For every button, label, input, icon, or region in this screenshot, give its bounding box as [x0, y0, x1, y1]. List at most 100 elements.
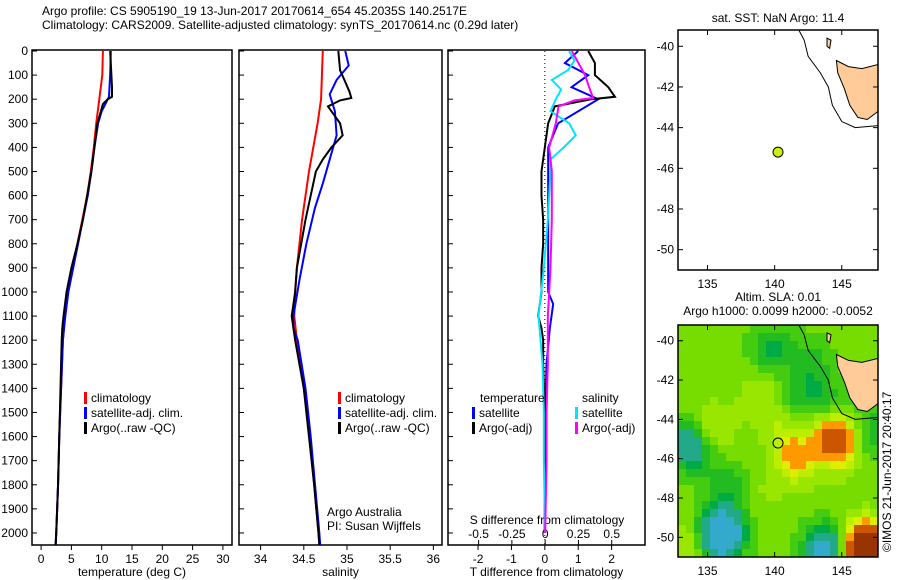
- sla-cell: [678, 429, 686, 437]
- sla-cell: [838, 461, 846, 469]
- sla-cell: [758, 357, 766, 365]
- difference-xlabel: T difference from climatology: [470, 565, 624, 579]
- sla-cell: [750, 341, 758, 349]
- pi-label: PI: Susan Wijffels: [327, 519, 421, 533]
- sla-cell: [782, 421, 790, 429]
- sla-cell: [726, 437, 734, 445]
- sla-cell: [774, 341, 782, 349]
- sla-cell: [686, 397, 694, 405]
- sla-cell: [822, 421, 830, 429]
- sla-cell: [742, 445, 750, 453]
- sla-cell: [702, 421, 710, 429]
- sla-cell: [846, 341, 854, 349]
- sla-cell: [798, 325, 806, 333]
- sla-cell: [718, 365, 726, 373]
- sla-cell: [774, 381, 782, 389]
- salinity-series-climatology: [293, 50, 324, 546]
- sla-cell: [726, 333, 734, 341]
- sla-cell: [798, 381, 806, 389]
- sla-cell: [734, 525, 742, 533]
- sla-cell: [862, 469, 870, 477]
- sla-cell: [742, 541, 750, 549]
- x2-tick-label: -0.5: [468, 527, 489, 541]
- sla-cell: [758, 437, 766, 445]
- sla-cell: [686, 357, 694, 365]
- sla-cell: [702, 501, 710, 509]
- sla-cell: [790, 445, 798, 453]
- sla-cell: [806, 461, 814, 469]
- sla-cell: [846, 501, 854, 509]
- x-tick-label: 35: [340, 552, 354, 566]
- x-tick-label: 20: [156, 552, 170, 566]
- diff-legend-sal-label: satellite: [582, 406, 623, 420]
- sla-cell: [838, 429, 846, 437]
- sla-cell: [830, 413, 838, 421]
- sla-cell: [838, 437, 846, 445]
- y-tick-label: 1100: [2, 309, 28, 323]
- sla-cell: [718, 509, 726, 517]
- sla-cell: [750, 549, 758, 557]
- sla-cell: [758, 333, 766, 341]
- sla-cell: [726, 325, 734, 333]
- sla-cell: [830, 485, 838, 493]
- sla-cell: [766, 533, 774, 541]
- sla-cell: [694, 429, 702, 437]
- sla-cell: [822, 493, 830, 501]
- sla-cell: [702, 437, 710, 445]
- y-tick-label: 1400: [1, 381, 28, 395]
- sla-cell: [742, 533, 750, 541]
- sla-cell: [862, 541, 870, 549]
- sla-cell: [870, 525, 878, 533]
- y-tick-label: 300: [8, 116, 28, 130]
- sla-cell: [774, 357, 782, 365]
- sla-cell: [694, 373, 702, 381]
- sla-cell: [694, 325, 702, 333]
- sla-cell: [750, 493, 758, 501]
- map-y-tick-label: -40: [657, 39, 675, 53]
- x-tick-label: 5: [68, 552, 75, 566]
- sla-cell: [790, 325, 798, 333]
- map-x-tick-label: 145: [832, 564, 852, 578]
- sla-cell: [838, 517, 846, 525]
- sla-cell: [846, 533, 854, 541]
- sla-cell: [710, 397, 718, 405]
- sla-cell: [814, 421, 822, 429]
- sla-cell: [870, 429, 878, 437]
- sla-cell: [854, 461, 862, 469]
- sla-cell: [790, 453, 798, 461]
- sla-cell: [702, 397, 710, 405]
- sla-cell: [870, 493, 878, 501]
- sla-cell: [750, 413, 758, 421]
- sla-cell: [782, 397, 790, 405]
- sla-cell: [718, 549, 726, 557]
- sla-cell: [686, 469, 694, 477]
- sla-cell: [798, 469, 806, 477]
- sla-cell: [798, 389, 806, 397]
- sla-cell: [774, 509, 782, 517]
- sla-cell: [710, 381, 718, 389]
- sla-cell: [734, 477, 742, 485]
- king-island: [826, 37, 832, 50]
- sla-cell: [838, 349, 846, 357]
- sla-cell: [782, 381, 790, 389]
- sla-cell: [846, 493, 854, 501]
- sla-cell: [814, 461, 822, 469]
- argo-position-marker: [772, 437, 784, 449]
- sla-cell: [734, 373, 742, 381]
- sla-cell: [830, 501, 838, 509]
- sla-cell: [702, 493, 710, 501]
- sla-cell: [846, 541, 854, 549]
- sla-cell: [742, 333, 750, 341]
- sla-cell: [694, 349, 702, 357]
- sla-cell: [790, 333, 798, 341]
- sla-cell: [694, 365, 702, 373]
- sla-cell: [814, 341, 822, 349]
- sla-cell: [854, 413, 862, 421]
- sla-cell: [758, 421, 766, 429]
- y-tick-label: 2000: [1, 526, 28, 540]
- sla-cell: [710, 469, 718, 477]
- sla-cell: [686, 485, 694, 493]
- sla-cell: [862, 325, 870, 333]
- sla-cell: [854, 517, 862, 525]
- sla-cell: [750, 525, 758, 533]
